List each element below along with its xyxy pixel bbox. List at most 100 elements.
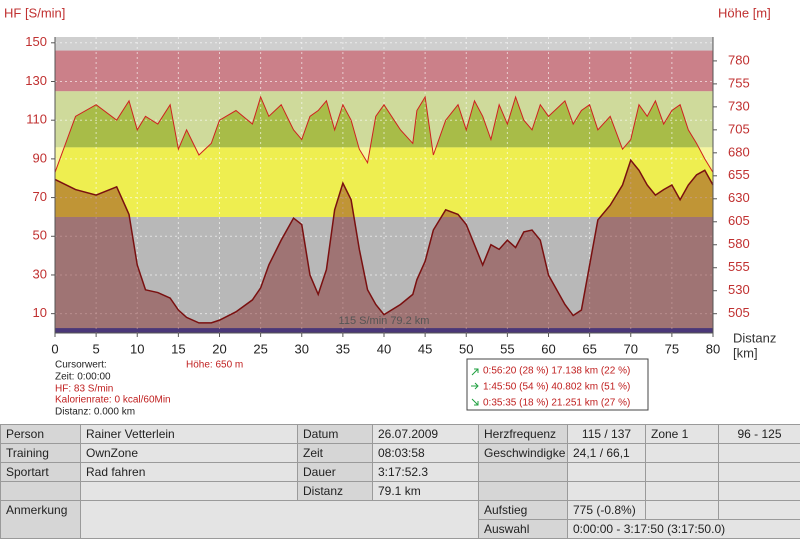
summary-table: Person Rainer Vetterlein Datum 26.07.200… (0, 424, 800, 539)
y2-tick-label: 680 (728, 144, 750, 159)
cursor-info: Cursorwert: Zeit: 0:00:00 HF: 83 S/min K… (55, 360, 243, 418)
cell: Auswahl (478, 519, 568, 539)
cell: 96 - 125 (718, 424, 800, 444)
y2-tick-label: 630 (728, 190, 750, 205)
y2-tick-label: 580 (728, 236, 750, 251)
cursor-time: Zeit: 0:00:00 (55, 372, 111, 383)
x-tick-label: 50 (459, 341, 473, 356)
cell: 08:03:58 (372, 443, 479, 463)
cell (645, 481, 719, 501)
x-axis-unit: [km] (733, 345, 758, 360)
cursor-calories: Kalorienrate: 0 kcal/60Min (55, 395, 171, 406)
x-tick-label: 40 (377, 341, 391, 356)
cell: Anmerkung (0, 500, 81, 539)
cell (718, 500, 800, 520)
plot-area (54, 37, 714, 333)
cell: 26.07.2009 (372, 424, 479, 444)
x-axis-title: Distanz (733, 330, 776, 345)
y2-axis-title: Höhe [m] (718, 5, 771, 20)
stats-line: 0:56:20 (28 %) 17.138 km (22 %) (483, 366, 630, 377)
table-row: Sportart Rad fahren Dauer 3:17:52.3 (0, 462, 800, 482)
x-tick-label: 45 (418, 341, 432, 356)
y2-tick-label: 730 (728, 98, 750, 113)
x-tick-label: 0 (51, 341, 58, 356)
cell: Distanz (297, 481, 373, 501)
zone-band (55, 50, 713, 92)
y2-tick-label: 655 (728, 167, 750, 182)
cell: 0:00:00 - 3:17:50 (3:17:50.0) (567, 519, 800, 539)
x-tick-label: 80 (706, 341, 720, 356)
cell (645, 443, 719, 463)
x-tick-label: 15 (171, 341, 185, 356)
altitude-line (54, 158, 714, 324)
cell: Datum (297, 424, 373, 444)
y2-tick-label: 555 (728, 259, 750, 274)
cell (478, 462, 568, 482)
cell: Dauer (297, 462, 373, 482)
cell (80, 481, 298, 501)
cell: Geschwindigke (478, 443, 568, 463)
cursor-title: Cursorwert: (55, 360, 107, 371)
stats-line: 0:35:35 (18 %) 21.251 km (27 %) (483, 398, 630, 409)
y-tick-label: 30 (33, 266, 47, 281)
cell (645, 462, 719, 482)
annotation: 115 S/min 79.2 km (339, 315, 430, 327)
x-tick-label: 55 (500, 341, 514, 356)
table-row: Person Rainer Vetterlein Datum 26.07.200… (0, 424, 800, 444)
cell (0, 481, 81, 501)
x-tick-label: 30 (295, 341, 309, 356)
cell: Rad fahren (80, 462, 298, 482)
cursor-hr: HF: 83 S/min (55, 384, 113, 395)
cell: Zone 1 (645, 424, 719, 444)
x-tick-label: 25 (253, 341, 267, 356)
zone-band-under-hr (55, 328, 713, 333)
y-tick-label: 50 (33, 228, 47, 243)
cell (80, 500, 479, 539)
x-tick-label: 5 (93, 341, 100, 356)
y-tick-label: 130 (25, 73, 47, 88)
cell: Aufstieg (478, 500, 568, 520)
cell (718, 481, 800, 501)
x-tick-label: 75 (665, 341, 679, 356)
x-tick-label: 60 (541, 341, 555, 356)
arrow-up (471, 368, 479, 376)
x-tick-label: 65 (582, 341, 596, 356)
cell: 79.1 km (372, 481, 479, 501)
cell: Sportart (0, 462, 81, 482)
cursor-distance: Distanz: 0.000 km (55, 407, 135, 418)
arrow-down (471, 398, 479, 406)
table-row: Auswahl 0:00:00 - 3:17:50 (3:17:50.0) (1, 519, 800, 539)
arrow-right (471, 382, 479, 390)
y2-tick-label: 530 (728, 282, 750, 297)
table-row: Training OwnZone Zeit 08:03:58 Geschwind… (0, 443, 800, 463)
cell: 775 (-0.8%) (567, 500, 646, 520)
y-tick-label: 90 (33, 150, 47, 165)
cell (567, 481, 646, 501)
cell (478, 481, 568, 501)
cell (718, 462, 800, 482)
chart: HF [S/min] Höhe [m] Distanz [km] Cursorw… (4, 5, 776, 418)
cell: Person (0, 424, 81, 444)
cell: Zeit (297, 443, 373, 463)
cell: Training (0, 443, 81, 463)
y-axis-title: HF [S/min] (4, 5, 65, 20)
table-row: Distanz 79.1 km (0, 481, 800, 501)
y-tick-label: 110 (26, 112, 47, 127)
y2-tick-label: 705 (728, 121, 750, 136)
y-tick-label: 10 (33, 305, 47, 320)
y2-tick-label: 755 (728, 75, 750, 90)
table-row: Anmerkung Aufstieg 775 (-0.8%) (0, 500, 800, 539)
cell: 24,1 / 66,1 (567, 443, 646, 463)
y2-tick-label: 605 (728, 213, 750, 228)
y-tick-label: 150 (25, 34, 47, 49)
x-tick-label: 10 (130, 341, 144, 356)
cell: 115 / 137 (567, 424, 646, 444)
y2-tick-label: 780 (728, 52, 750, 67)
cell: OwnZone (80, 443, 298, 463)
cell: 3:17:52.3 (372, 462, 479, 482)
cell (645, 500, 719, 520)
y2-tick-label: 505 (728, 305, 750, 320)
stats-line: 1:45:50 (54 %) 40.802 km (51 %) (483, 382, 630, 393)
cursor-altitude: Höhe: 650 m (186, 360, 243, 371)
